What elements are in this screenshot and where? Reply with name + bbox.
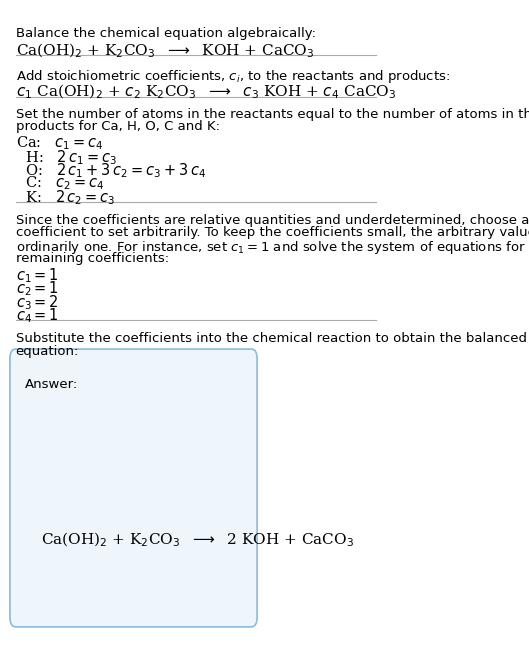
Text: $c_1 = 1$: $c_1 = 1$ (16, 266, 59, 285)
Text: $c_1$ Ca(OH)$_2$ + $c_2$ K$_2$CO$_3$  $\longrightarrow$  $c_3$ KOH + $c_4$ CaCO$: $c_1$ Ca(OH)$_2$ + $c_2$ K$_2$CO$_3$ $\l… (16, 83, 396, 101)
Text: $c_3 = 2$: $c_3 = 2$ (16, 293, 59, 312)
Text: Add stoichiometric coefficients, $c_i$, to the reactants and products:: Add stoichiometric coefficients, $c_i$, … (16, 68, 450, 85)
Text: ordinarily one. For instance, set $c_1 = 1$ and solve the system of equations fo: ordinarily one. For instance, set $c_1 =… (16, 239, 529, 256)
Text: C:   $c_2 = c_4$: C: $c_2 = c_4$ (16, 175, 104, 192)
Text: Ca:   $c_1 = c_4$: Ca: $c_1 = c_4$ (16, 135, 103, 152)
Text: Substitute the coefficients into the chemical reaction to obtain the balanced: Substitute the coefficients into the che… (16, 332, 527, 345)
Text: $c_2 = 1$: $c_2 = 1$ (16, 280, 59, 298)
Text: $c_4 = 1$: $c_4 = 1$ (16, 306, 59, 325)
Text: Ca(OH)$_2$ + K$_2$CO$_3$  $\longrightarrow$  2 KOH + CaCO$_3$: Ca(OH)$_2$ + K$_2$CO$_3$ $\longrightarro… (41, 531, 354, 549)
FancyBboxPatch shape (10, 349, 257, 627)
Text: equation:: equation: (16, 345, 79, 358)
Text: products for Ca, H, O, C and K:: products for Ca, H, O, C and K: (16, 120, 220, 133)
Text: H:   $2\,c_1 = c_3$: H: $2\,c_1 = c_3$ (16, 148, 117, 166)
Text: Set the number of atoms in the reactants equal to the number of atoms in the: Set the number of atoms in the reactants… (16, 107, 529, 120)
Text: Balance the chemical equation algebraically:: Balance the chemical equation algebraica… (16, 27, 316, 39)
Text: coefficient to set arbitrarily. To keep the coefficients small, the arbitrary va: coefficient to set arbitrarily. To keep … (16, 226, 529, 239)
Text: O:   $2\,c_1 + 3\,c_2 = c_3 + 3\,c_4$: O: $2\,c_1 + 3\,c_2 = c_3 + 3\,c_4$ (16, 161, 206, 180)
Text: K:   $2\,c_2 = c_3$: K: $2\,c_2 = c_3$ (16, 188, 115, 207)
Text: Ca(OH)$_2$ + K$_2$CO$_3$  $\longrightarrow$  KOH + CaCO$_3$: Ca(OH)$_2$ + K$_2$CO$_3$ $\longrightarro… (16, 41, 314, 60)
Text: Since the coefficients are relative quantities and underdetermined, choose a: Since the coefficients are relative quan… (16, 214, 529, 226)
Text: remaining coefficients:: remaining coefficients: (16, 252, 169, 265)
Text: Answer:: Answer: (25, 378, 78, 391)
